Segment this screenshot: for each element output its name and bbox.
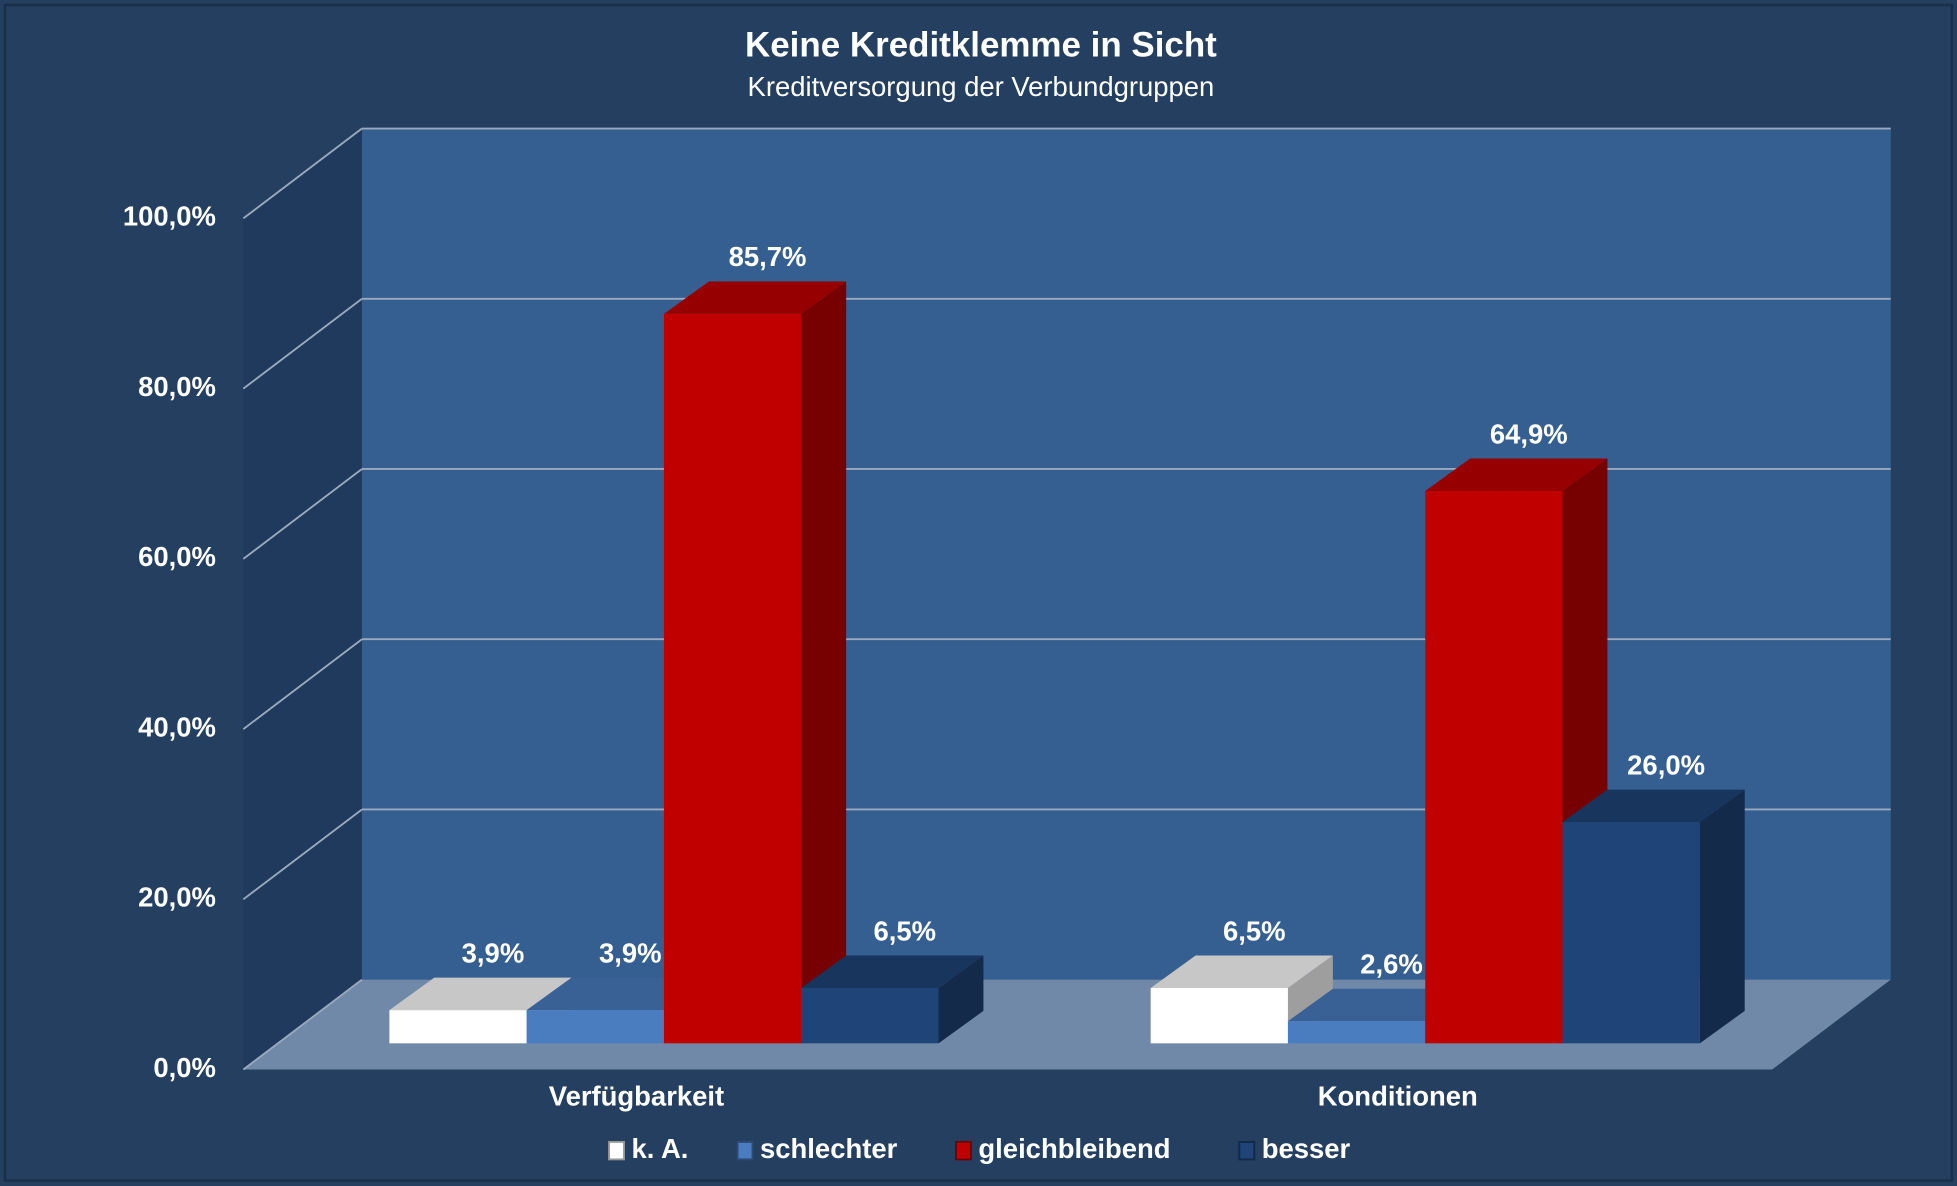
bar xyxy=(526,1010,664,1044)
bar-top xyxy=(1425,458,1608,491)
grid-line xyxy=(242,638,363,730)
value-label: 3,9% xyxy=(462,937,525,968)
bar-top xyxy=(801,955,984,989)
y-tick-label: 80,0% xyxy=(138,371,216,402)
bar xyxy=(801,988,939,1044)
x-tick-label: Verfügbarkeit xyxy=(549,1080,724,1111)
y-tick-label: 100,0% xyxy=(123,201,216,232)
grid-line xyxy=(242,127,363,220)
y-tick-label: 60,0% xyxy=(138,541,216,572)
bar-top xyxy=(526,977,709,1011)
bar-top xyxy=(1562,789,1745,823)
value-label: 85,7% xyxy=(729,241,807,272)
bar-top xyxy=(1287,988,1471,1022)
x-tick-label: Konditionen xyxy=(1318,1080,1478,1111)
y-tick-label: 40,0% xyxy=(138,711,216,742)
bar-side xyxy=(1699,789,1745,1044)
value-label: 6,5% xyxy=(1223,915,1286,946)
legend-label: besser xyxy=(1262,1133,1351,1164)
chart-title: Keine Kreditklemme in Sicht xyxy=(745,26,1217,65)
bar-top xyxy=(663,281,847,314)
y-tick-label: 20,0% xyxy=(138,882,216,913)
legend-marker xyxy=(955,1140,972,1161)
legend-label: schlechter xyxy=(760,1133,898,1164)
value-label: 3,9% xyxy=(599,937,662,968)
legend-marker xyxy=(736,1140,754,1161)
bar xyxy=(663,313,802,1044)
bar-side xyxy=(801,281,847,1044)
bar-top xyxy=(389,977,572,1011)
grid-line xyxy=(242,808,363,901)
bar xyxy=(1425,490,1563,1044)
grid-line xyxy=(242,978,363,1071)
bar xyxy=(1287,1021,1426,1044)
legend-marker xyxy=(608,1140,625,1161)
legend-label: gleichbleibend xyxy=(978,1133,1170,1164)
value-label: 64,9% xyxy=(1490,418,1568,449)
side-wall xyxy=(243,128,362,1070)
bar xyxy=(1150,988,1288,1044)
bar-top xyxy=(1150,955,1333,989)
grid-line xyxy=(242,468,363,560)
y-tick-label: 0,0% xyxy=(153,1052,216,1083)
bar-side xyxy=(938,955,984,1044)
chart-subtitle: Kreditversorgung der Verbundgruppen xyxy=(748,71,1215,102)
legend-marker xyxy=(1238,1140,1256,1161)
value-label: 6,5% xyxy=(874,915,937,946)
grid-line xyxy=(242,298,363,390)
value-label: 2,6% xyxy=(1360,949,1423,980)
legend-label: k. A. xyxy=(631,1133,688,1164)
bar xyxy=(389,1010,527,1044)
chart-area: Keine Kreditklemme in Sicht Kreditversor… xyxy=(3,3,1954,1182)
value-label: 26,0% xyxy=(1627,749,1705,780)
bar xyxy=(1562,822,1700,1044)
